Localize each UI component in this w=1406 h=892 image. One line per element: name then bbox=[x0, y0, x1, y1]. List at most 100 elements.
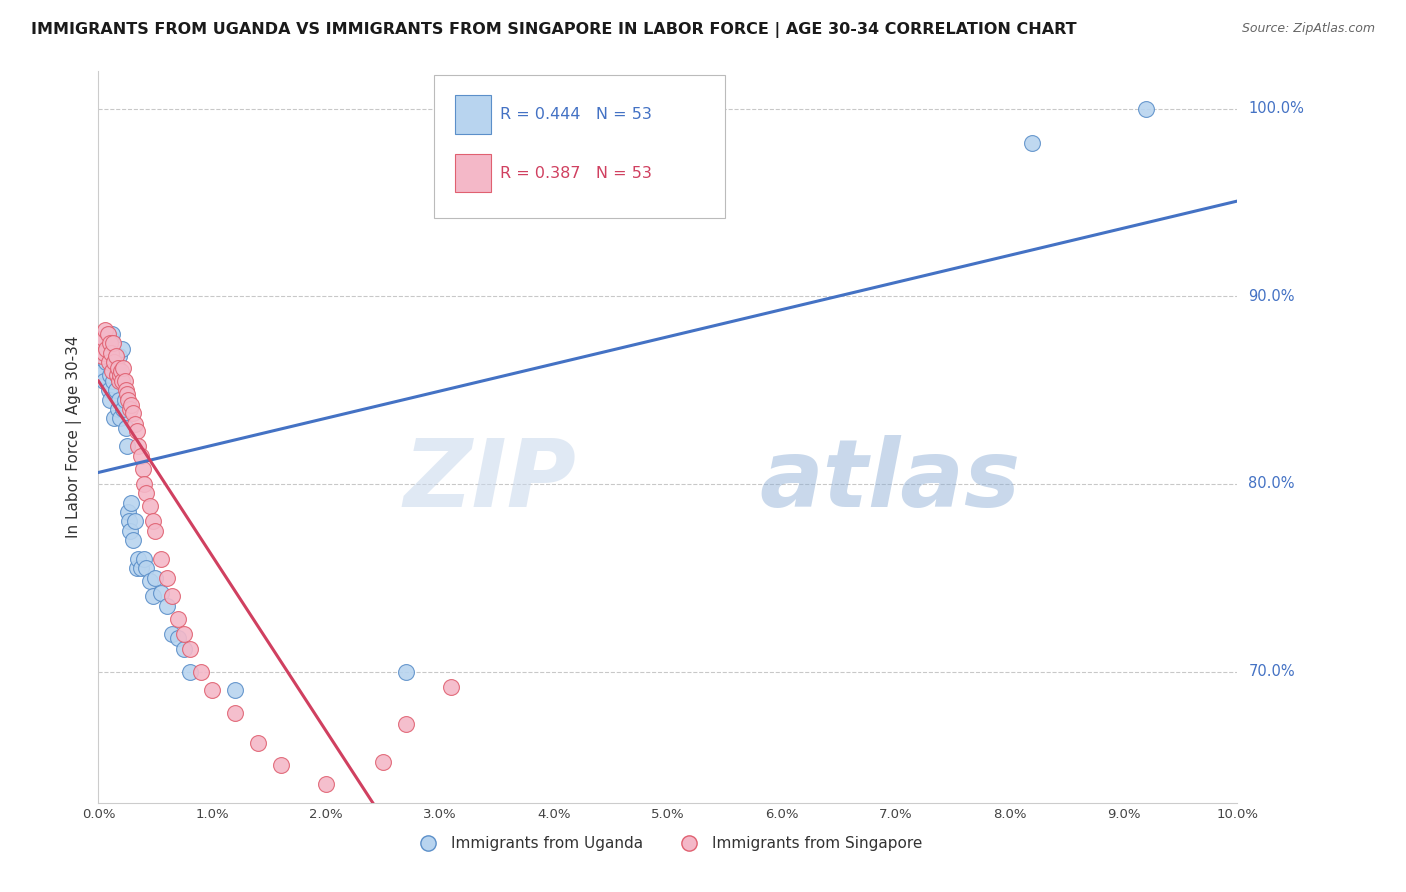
Point bbox=[145, 524, 167, 538]
Point bbox=[101, 326, 124, 341]
Point bbox=[90, 336, 112, 351]
Point bbox=[117, 392, 139, 407]
Point bbox=[173, 642, 195, 657]
Point bbox=[111, 342, 134, 356]
Point bbox=[105, 368, 128, 383]
Point bbox=[270, 758, 292, 772]
Point bbox=[224, 706, 246, 720]
Point bbox=[110, 374, 132, 388]
Text: ZIP: ZIP bbox=[404, 435, 576, 527]
Point bbox=[132, 462, 155, 476]
Point bbox=[135, 561, 157, 575]
Point bbox=[395, 717, 418, 731]
Point bbox=[103, 411, 125, 425]
Point bbox=[108, 392, 131, 407]
Point bbox=[110, 364, 132, 378]
Point bbox=[98, 368, 121, 383]
Point bbox=[96, 355, 118, 369]
FancyBboxPatch shape bbox=[456, 154, 491, 192]
Point bbox=[190, 665, 212, 679]
Point bbox=[91, 331, 114, 345]
Point bbox=[395, 665, 418, 679]
Point bbox=[90, 368, 112, 383]
Point bbox=[98, 392, 121, 407]
Point bbox=[1021, 136, 1043, 150]
Text: R = 0.444   N = 53: R = 0.444 N = 53 bbox=[501, 107, 652, 122]
Point bbox=[91, 364, 114, 378]
Point bbox=[179, 642, 201, 657]
Point bbox=[104, 383, 127, 397]
Point bbox=[117, 505, 139, 519]
Point bbox=[201, 683, 224, 698]
Point bbox=[101, 364, 124, 378]
Point bbox=[101, 355, 124, 369]
Point bbox=[315, 777, 337, 791]
Point bbox=[138, 500, 160, 514]
Point bbox=[107, 401, 129, 416]
FancyBboxPatch shape bbox=[456, 95, 491, 134]
Point bbox=[100, 345, 122, 359]
Point bbox=[132, 552, 155, 566]
Point bbox=[132, 477, 155, 491]
Point bbox=[127, 440, 149, 454]
Point bbox=[100, 331, 122, 345]
Point bbox=[129, 449, 152, 463]
Point bbox=[90, 350, 112, 364]
Legend: Immigrants from Uganda, Immigrants from Singapore: Immigrants from Uganda, Immigrants from … bbox=[406, 830, 929, 857]
Point bbox=[156, 571, 179, 585]
Text: 70.0%: 70.0% bbox=[1249, 664, 1295, 679]
Point bbox=[440, 680, 463, 694]
Point bbox=[142, 515, 165, 529]
Point bbox=[127, 552, 149, 566]
Text: R = 0.387   N = 53: R = 0.387 N = 53 bbox=[501, 166, 652, 180]
Point bbox=[93, 374, 115, 388]
Point bbox=[120, 401, 142, 416]
Point bbox=[124, 515, 146, 529]
Point bbox=[94, 323, 117, 337]
Point bbox=[107, 360, 129, 375]
Point bbox=[115, 440, 138, 454]
Point bbox=[145, 571, 167, 585]
Point bbox=[114, 383, 136, 397]
Point bbox=[96, 342, 118, 356]
Point bbox=[129, 561, 152, 575]
Text: 90.0%: 90.0% bbox=[1249, 289, 1295, 304]
Point bbox=[167, 631, 190, 645]
Point bbox=[105, 368, 128, 383]
Point bbox=[156, 599, 179, 613]
Point bbox=[150, 586, 173, 600]
Point bbox=[162, 627, 184, 641]
Point bbox=[179, 665, 201, 679]
Point bbox=[103, 374, 125, 388]
Point bbox=[93, 345, 115, 359]
Point bbox=[97, 355, 120, 369]
Point bbox=[104, 350, 127, 364]
Point bbox=[173, 627, 195, 641]
Point bbox=[114, 420, 136, 434]
Point bbox=[114, 374, 136, 388]
Point bbox=[96, 345, 118, 359]
Point bbox=[114, 392, 136, 407]
Point bbox=[103, 355, 125, 369]
Point bbox=[135, 486, 157, 500]
Text: 80.0%: 80.0% bbox=[1249, 476, 1295, 491]
Point bbox=[127, 561, 149, 575]
Point bbox=[120, 524, 142, 538]
Point bbox=[373, 755, 395, 769]
Point bbox=[224, 683, 246, 698]
Point bbox=[96, 326, 118, 341]
Point bbox=[108, 350, 131, 364]
Point bbox=[120, 398, 142, 412]
Point bbox=[98, 336, 121, 351]
Y-axis label: In Labor Force | Age 30-34: In Labor Force | Age 30-34 bbox=[66, 335, 83, 539]
Point bbox=[112, 360, 135, 375]
Point bbox=[167, 612, 190, 626]
Point bbox=[120, 496, 142, 510]
Point bbox=[108, 411, 131, 425]
Point bbox=[246, 736, 269, 750]
Point bbox=[104, 360, 127, 375]
Point bbox=[90, 345, 112, 359]
Point bbox=[1135, 102, 1157, 116]
Text: 100.0%: 100.0% bbox=[1249, 102, 1305, 116]
Point bbox=[103, 336, 125, 351]
